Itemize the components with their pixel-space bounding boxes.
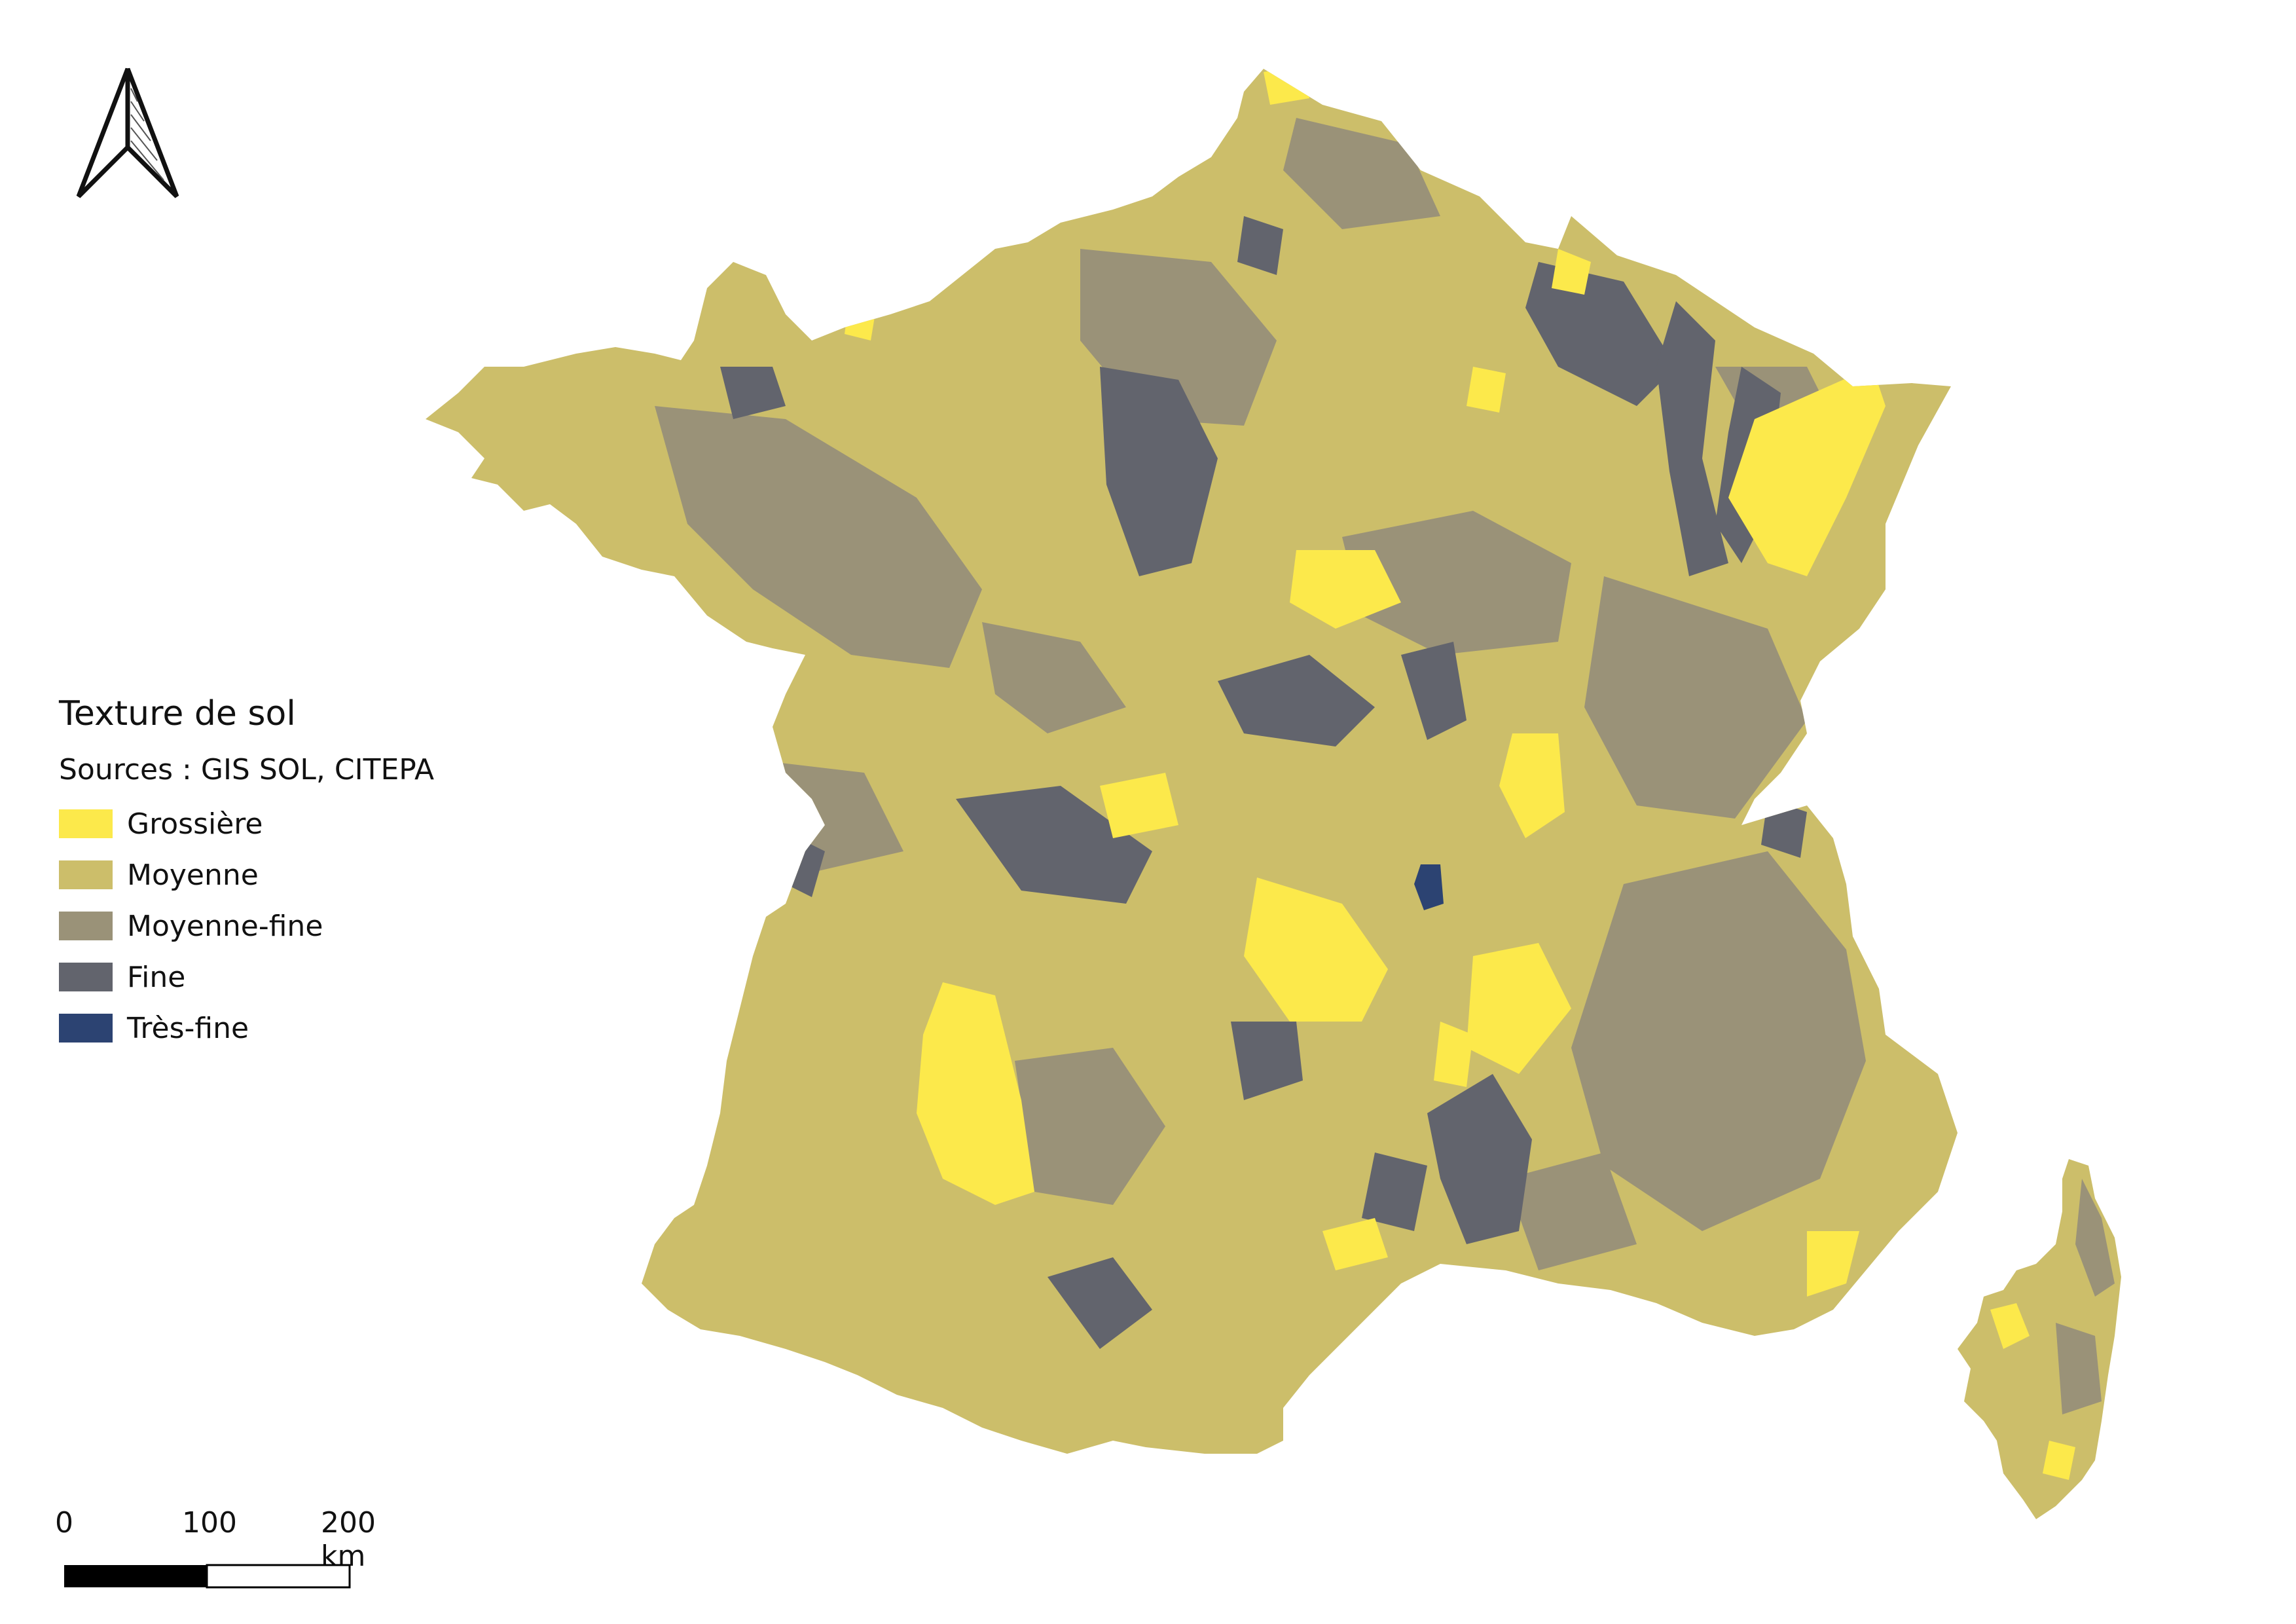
scale-segment-white: [206, 1564, 351, 1589]
soil-tres-fine-zone: [1414, 864, 1444, 910]
north-arrow-icon: [76, 67, 179, 198]
legend-item-fine: Fine: [59, 951, 434, 1003]
swatch-moyenne: [59, 860, 113, 889]
legend-label: Grossière: [127, 807, 263, 841]
map-legend: Texture de sol Sources : GIS SOL, CITEPA…: [59, 694, 434, 1054]
swatch-grossiere: [59, 809, 113, 838]
legend-item-moyenne-fine: Moyenne-fine: [59, 900, 434, 951]
soil-moyenne-corsica: [1958, 1159, 2121, 1519]
legend-title: Texture de sol: [59, 694, 296, 733]
legend-sources: Sources : GIS SOL, CITEPA: [59, 753, 435, 786]
mainland-france: [426, 69, 1958, 1454]
scale-segment-black: [64, 1565, 207, 1587]
legend-label: Fine: [127, 960, 186, 994]
swatch-moyenne-fine: [59, 912, 113, 940]
scale-bar-graphic: [64, 1564, 351, 1589]
scale-bar: 0 100 200 km: [52, 1506, 393, 1604]
legend-item-moyenne: Moyenne: [59, 849, 434, 900]
legend-item-tres-fine: Très-fine: [59, 1003, 434, 1054]
swatch-tres-fine: [59, 1014, 113, 1043]
legend-item-grossiere: Grossière: [59, 798, 434, 849]
corsica: [1958, 1159, 2121, 1519]
scale-label-100: 100: [182, 1506, 237, 1540]
legend-label: Moyenne-fine: [127, 909, 323, 943]
legend-label: Moyenne: [127, 858, 259, 892]
swatch-fine: [59, 963, 113, 991]
legend-label: Très-fine: [127, 1011, 249, 1045]
scale-label-0: 0: [55, 1506, 73, 1540]
